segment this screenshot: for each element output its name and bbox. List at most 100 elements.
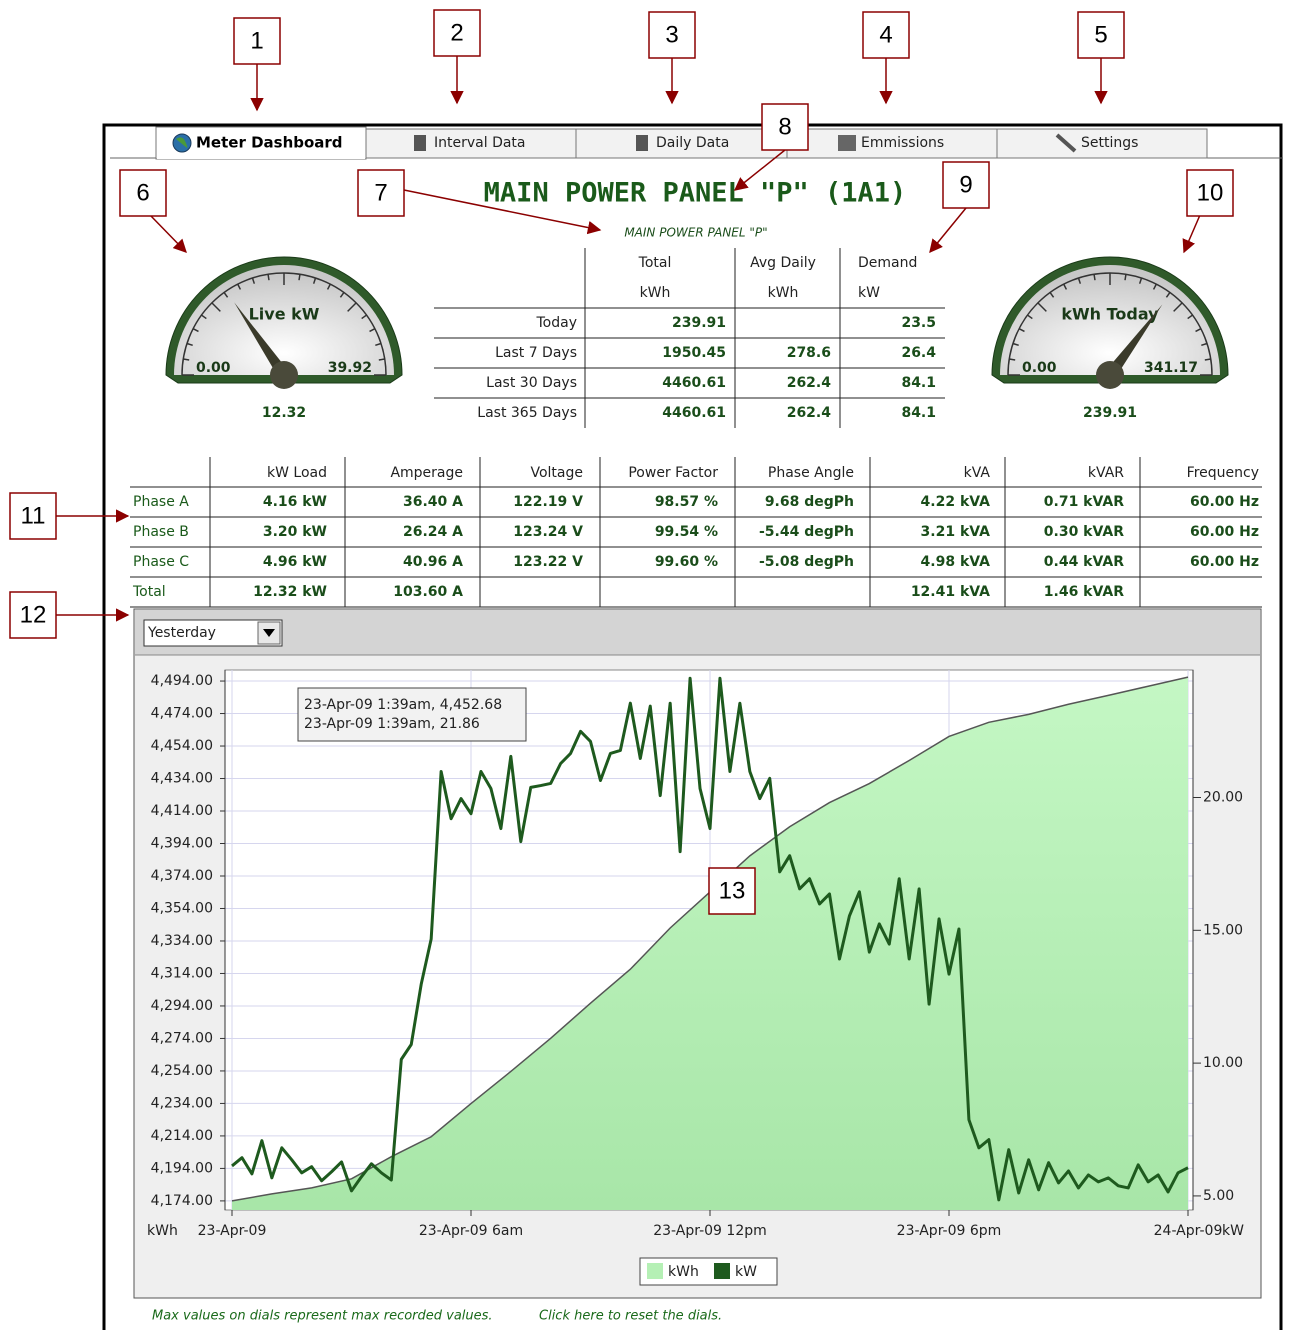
gauge-tick: [361, 314, 367, 320]
tab-icon: [1055, 133, 1077, 153]
gauge-tick: [1077, 277, 1082, 284]
panel-subtitle: MAIN POWER PANEL "P": [624, 226, 767, 240]
callout-box: [119, 169, 167, 217]
tab-label[interactable]: Settings: [1081, 135, 1138, 151]
row-label: Phase A: [133, 494, 189, 510]
y-tick-label: 4,234.00: [151, 1095, 213, 1111]
gauge-tick: [347, 302, 357, 312]
gauge-label: kWh Today: [1061, 305, 1159, 324]
cell-value: 84.1: [901, 375, 936, 391]
cell-value: 98.57 %: [655, 494, 718, 510]
gauge-value: 12.32: [262, 405, 306, 421]
cell-value: -5.44 degPh: [759, 524, 854, 540]
cell-value: 26.24 A: [403, 524, 463, 540]
cell-value: 84.1: [901, 405, 936, 421]
cell-value: 3.21 kVA: [921, 524, 991, 540]
gauge-max: 341.17: [1144, 360, 1198, 376]
cell-value: 262.4: [787, 375, 832, 391]
column-header: Avg Daily: [750, 255, 816, 271]
row-label: Phase C: [133, 554, 189, 570]
phase-table: kW Load Amperage Voltage Power Factor Phase …: [130, 457, 1262, 608]
y-tick-label: 4,294.00: [151, 998, 213, 1014]
gauge-tick: [1012, 342, 1019, 347]
column-header: Demand: [858, 255, 917, 271]
x-tick-label: 23-Apr-09: [198, 1223, 267, 1239]
cell-value: 262.4: [787, 405, 832, 421]
tab[interactable]: [786, 128, 998, 159]
cell-value: 4.98 kVA: [921, 554, 991, 570]
x-tick-label: 23-Apr-09 6pm: [897, 1223, 1002, 1239]
tab-label[interactable]: Meter Dashboard: [196, 134, 343, 152]
cell-value: 1.46 kVAR: [1044, 584, 1124, 600]
gauge-tick: [375, 342, 382, 347]
gauge-tick: [1201, 342, 1208, 347]
panel-title: MAIN POWER PANEL "P" (1A1): [484, 178, 907, 209]
callout-box: [708, 867, 756, 915]
gauge-max: 39.92: [328, 360, 372, 376]
cell-value: 99.54 %: [655, 524, 718, 540]
reset-dials-link[interactable]: Click here to reset the dials.: [539, 1309, 722, 1324]
tab-icon: [636, 135, 648, 151]
y-tick-label: 4,354.00: [151, 900, 213, 916]
gauge-hub: [1096, 361, 1124, 389]
tab[interactable]: [996, 128, 1208, 159]
tab-label[interactable]: Interval Data: [434, 135, 526, 151]
tab[interactable]: [365, 128, 577, 159]
column-header: kW: [858, 285, 880, 301]
tab-label[interactable]: Daily Data: [656, 135, 729, 151]
callout-box: [433, 9, 481, 57]
gauge-hub: [270, 361, 298, 389]
column-header: kWh: [768, 285, 799, 301]
callout-number: 3: [665, 21, 678, 48]
cell-value: 12.32 kW: [253, 584, 327, 600]
callout-number: 7: [374, 179, 387, 206]
cell-value: 36.40 A: [403, 494, 463, 510]
callout-arrow: [403, 189, 602, 235]
cell-value: 4460.61: [662, 375, 726, 391]
cell-value: 60.00 Hz: [1190, 524, 1259, 540]
callout-number: 6: [136, 179, 149, 206]
dropdown-value[interactable]: Yesterday: [147, 625, 216, 641]
gauge-tick: [1063, 283, 1068, 290]
y-tick-label: 4,174.00: [151, 1193, 213, 1209]
x-tick-label: 23-Apr-09 12pm: [653, 1223, 767, 1239]
gauge-face: [1000, 265, 1220, 375]
tab-label[interactable]: Emmissions: [861, 135, 944, 151]
gauge-tick: [1027, 314, 1033, 320]
callout-box: [357, 169, 405, 217]
callout-box: [233, 17, 281, 65]
callout-arrow: [1182, 214, 1201, 254]
tooltip-line: 23-Apr-09 1:39am, 21.86: [304, 716, 480, 732]
x-tick-label: 23-Apr-09 6am: [419, 1223, 523, 1239]
callout-number: 13: [719, 877, 746, 904]
gauge-label: Live kW: [249, 305, 320, 324]
gauge-tick: [1165, 292, 1171, 298]
column-header: kW Load: [267, 465, 327, 481]
gauge-tick: [251, 277, 256, 284]
gauge-tick: [1037, 302, 1047, 312]
gauge-tick: [1093, 274, 1096, 281]
y-tick-label: 4,394.00: [151, 836, 213, 852]
cell-value: 278.6: [787, 345, 831, 361]
gauge-tick: [326, 283, 331, 290]
callout-box: [9, 492, 57, 540]
legend-label: kW: [735, 1264, 757, 1280]
gauge-tick: [312, 277, 317, 284]
gauge-tick: [298, 274, 301, 281]
row-label: Last 30 Days: [486, 375, 577, 391]
row-label: Total: [132, 584, 166, 600]
callout-box: [648, 11, 696, 59]
tab[interactable]: [575, 128, 788, 159]
tooltip-line: 23-Apr-09 1:39am, 4,452.68: [304, 697, 502, 713]
gauge-needle: [1105, 304, 1163, 379]
column-header: kVAR: [1088, 465, 1124, 481]
y2-tick-label: 15.00: [1203, 922, 1243, 938]
y-tick-label: 4,214.00: [151, 1128, 213, 1144]
y-tick-label: 4,434.00: [151, 771, 213, 787]
callout-number: 11: [21, 502, 46, 529]
chart: 4,174.00 4,194.00 4,214.00 4,234.00 4,254.00…: [147, 670, 1244, 1286]
gauge-needle: [234, 302, 289, 379]
period-dropdown[interactable]: Yesterday: [143, 619, 283, 647]
callout-arrow: [733, 149, 786, 191]
cell-value: 123.22 V: [513, 554, 583, 570]
